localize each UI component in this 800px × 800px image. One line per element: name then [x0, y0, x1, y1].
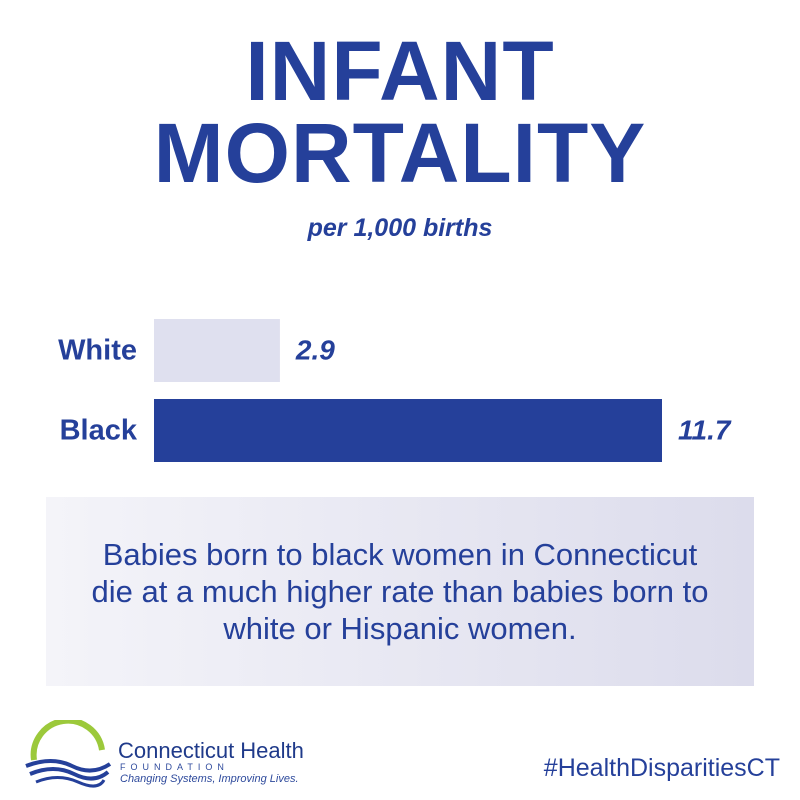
logo-wave [29, 767, 110, 781]
chart-subtitle: per 1,000 births [307, 214, 493, 242]
chart-title: INFANT MORTALITY [153, 24, 647, 200]
logo-mark [25, 720, 112, 788]
logo-wave [25, 759, 112, 773]
bar [154, 319, 280, 382]
logo-arc [30, 720, 105, 761]
bar [154, 399, 662, 462]
logo-tagline: Changing Systems, Improving Lives. [120, 773, 299, 785]
value-label: 2.9 [295, 334, 335, 365]
logo-sub: FOUNDATION [120, 762, 229, 772]
annotation-box: Babies born to black women in Connecticu… [46, 497, 754, 686]
logo-wave [35, 776, 106, 788]
logo-name: Connecticut Health [118, 738, 304, 763]
annotation: Babies born to black women in Connecticu… [91, 537, 709, 646]
value-label: 11.7 [678, 414, 732, 445]
hashtag: #HealthDisparitiesCT [543, 754, 780, 782]
category-label: White [58, 335, 137, 367]
bar-chart: White 2.9 Black 11.7 [58, 319, 732, 462]
category-label: Black [60, 415, 138, 447]
